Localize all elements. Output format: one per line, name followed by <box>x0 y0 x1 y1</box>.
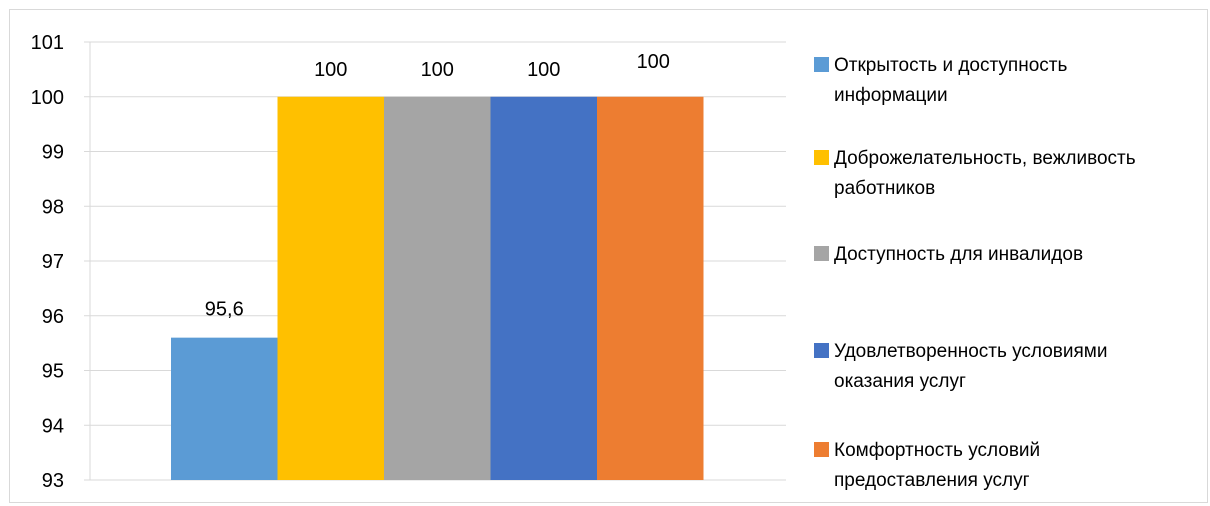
legend-label: Доступность для инвалидов <box>834 244 1083 265</box>
data-label: 100 <box>421 59 454 81</box>
y-tick-label: 96 <box>42 306 64 328</box>
legend-label: Комфортность условий <box>834 440 1040 461</box>
data-label: 100 <box>637 51 670 73</box>
y-tick-label: 99 <box>42 142 64 164</box>
legend-label: оказания услуг <box>834 371 966 392</box>
legend-swatch <box>814 150 829 165</box>
bar-1 <box>171 337 278 480</box>
y-tick-label: 93 <box>42 470 64 492</box>
y-tick-label: 94 <box>42 415 64 437</box>
bar-2 <box>277 96 384 480</box>
y-tick-label: 100 <box>31 87 64 109</box>
data-label: 100 <box>527 59 560 81</box>
legend-label: предоставления услуг <box>834 470 1030 491</box>
legend-label: Доброжелательность, вежливость <box>834 148 1136 169</box>
legend-swatch <box>814 246 829 261</box>
y-tick-label: 95 <box>42 361 64 383</box>
bar-3 <box>384 96 491 480</box>
legend-label: Открытость и доступность <box>834 55 1067 76</box>
y-tick-label: 101 <box>31 32 64 54</box>
data-label: 100 <box>314 59 347 81</box>
bar-5 <box>597 96 704 480</box>
bar-4 <box>490 96 597 480</box>
y-tick-label: 98 <box>42 196 64 218</box>
legend-swatch <box>814 57 829 72</box>
legend-label: работников <box>834 178 935 199</box>
legend-label: информации <box>834 85 948 106</box>
legend-swatch <box>814 343 829 358</box>
legend-swatch <box>814 442 829 457</box>
data-label: 95,6 <box>205 299 244 321</box>
legend-label: Удовлетворенность условиями <box>834 341 1107 362</box>
y-tick-label: 97 <box>42 251 64 273</box>
